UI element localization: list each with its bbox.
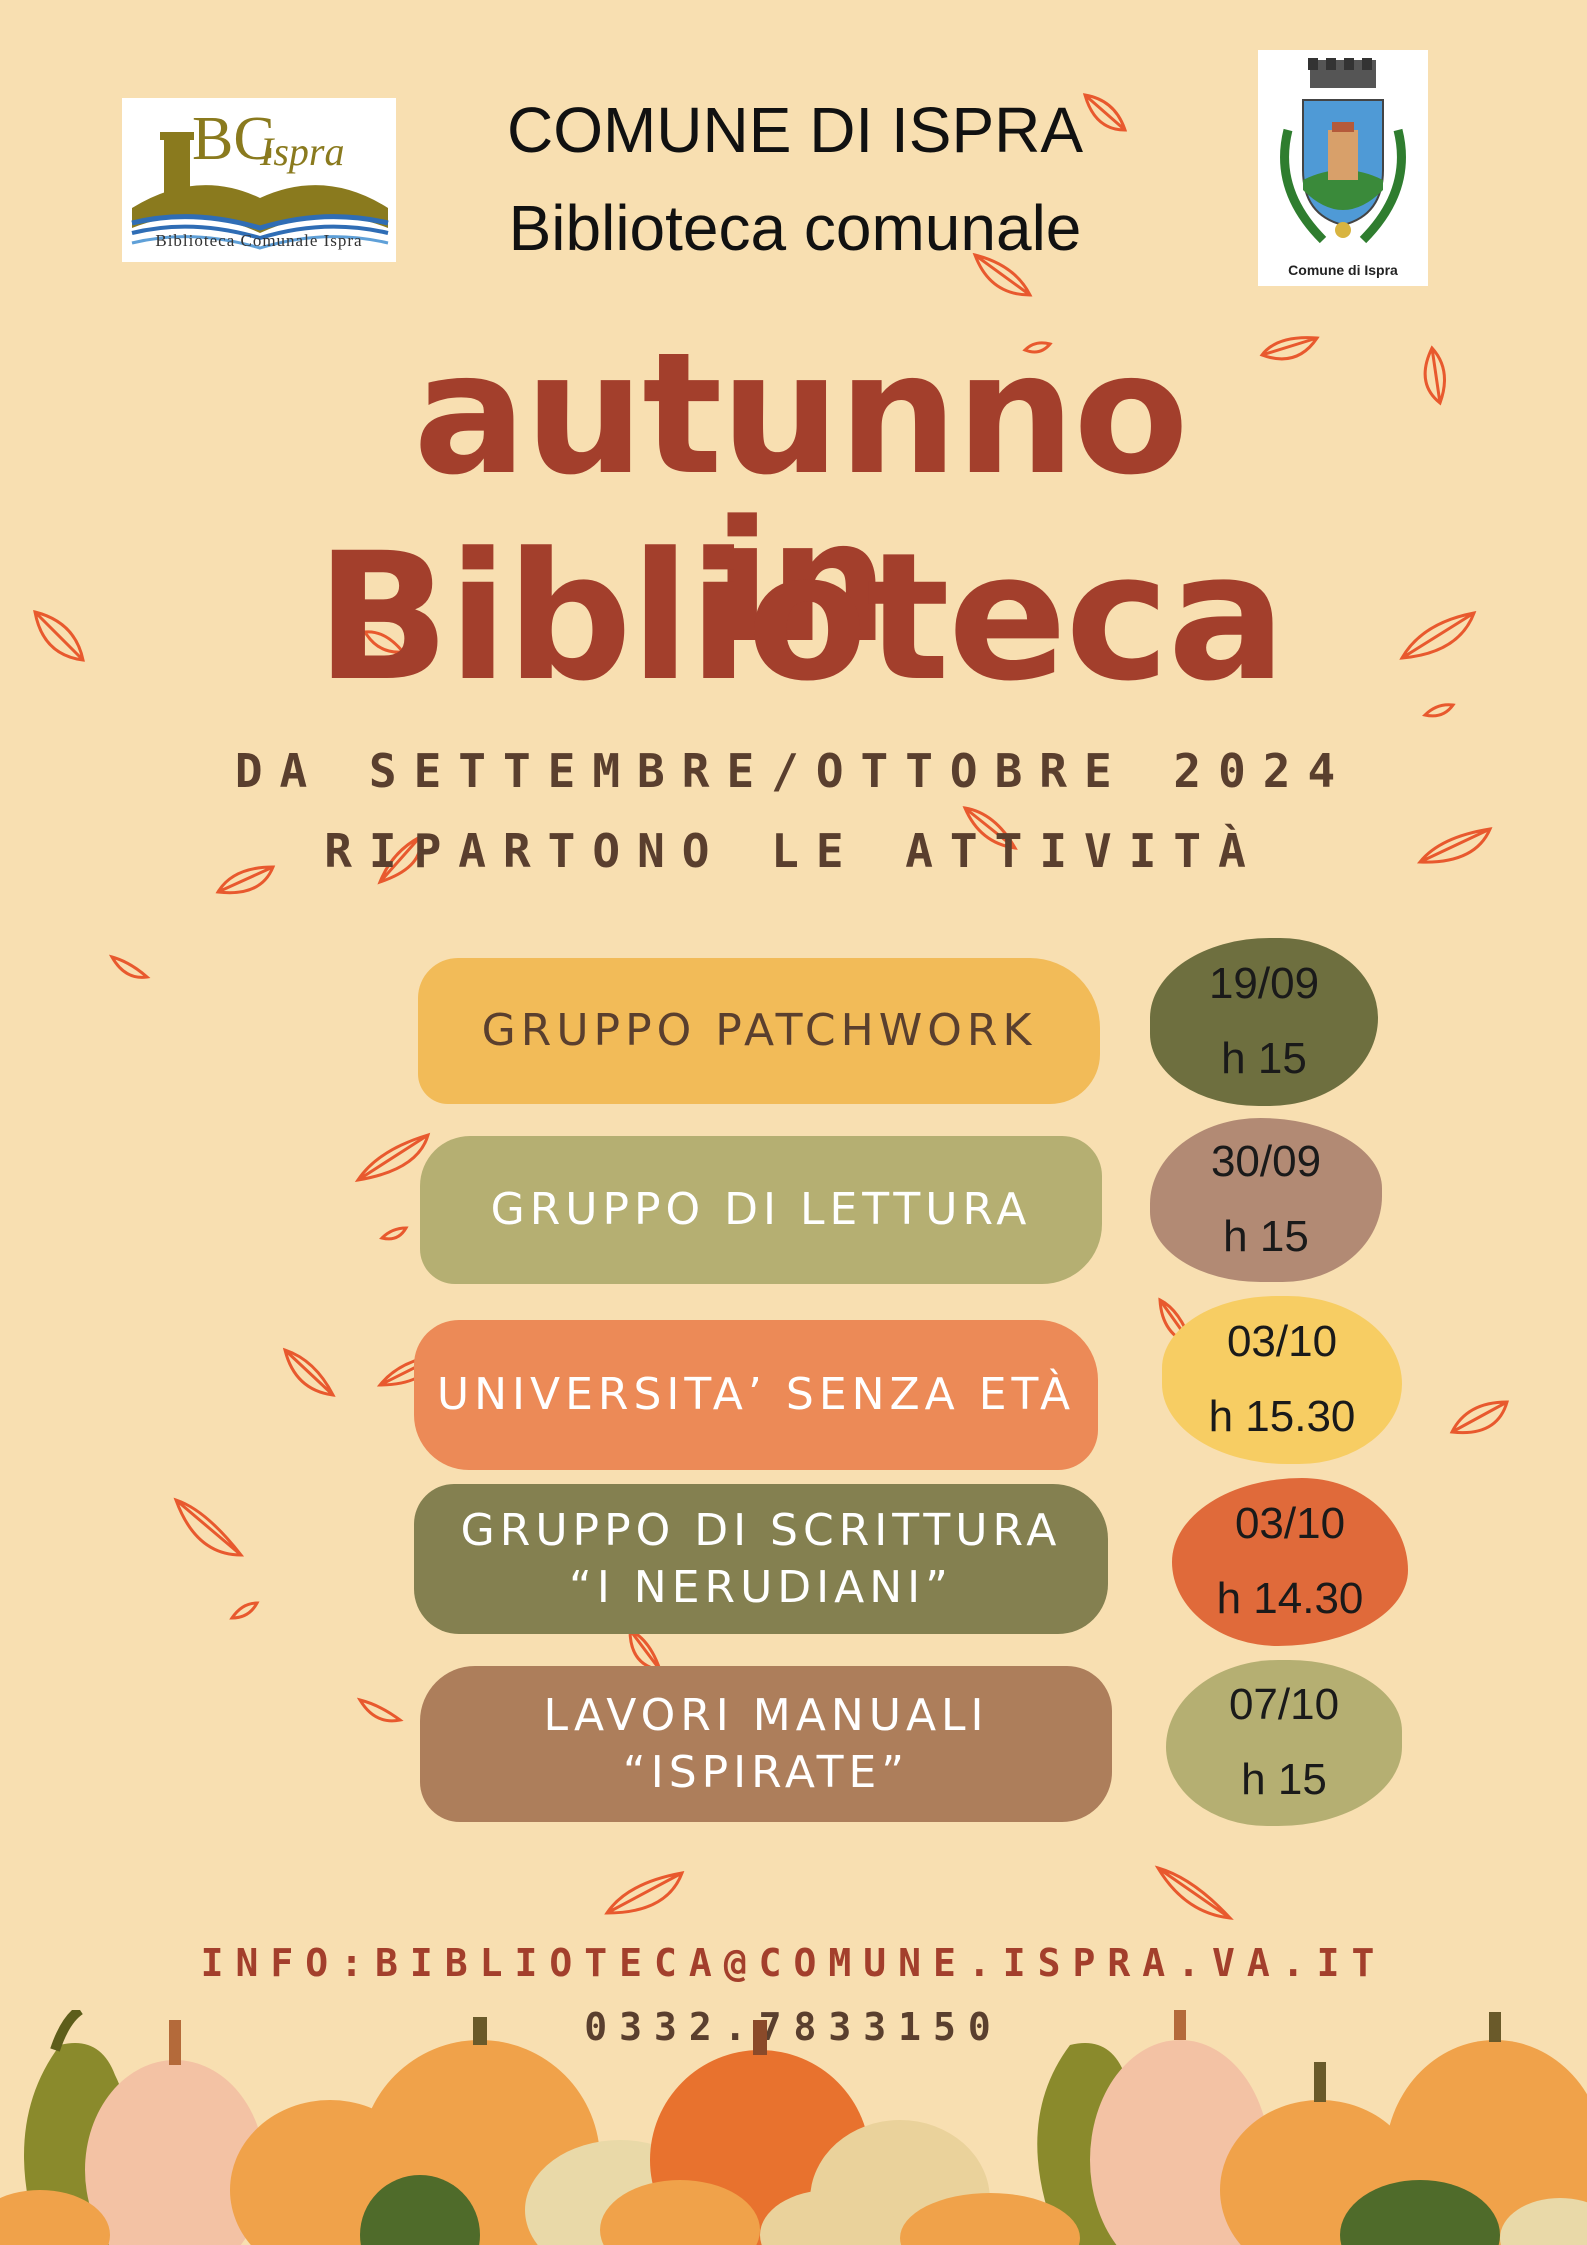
header-library: Biblioteca comunale — [508, 192, 1082, 264]
leaf-icon — [1423, 345, 1446, 406]
date-blob-reading: 30/09 h 15 — [1150, 1118, 1382, 1282]
leaf-icon — [1416, 827, 1493, 864]
leaf-icon — [377, 834, 422, 885]
contact-email: INFO:BIBLIOTECA@COMUNE.ISPRA.VA.IT — [200, 1941, 1387, 1985]
logo-text-bc: BC — [192, 105, 275, 173]
coat-of-arms-caption: Comune di Ispra — [1288, 262, 1398, 278]
date-blob-university: 03/10 h 15.30 — [1162, 1296, 1402, 1464]
leaf-icon — [215, 865, 276, 895]
activity-pill-patchwork: GRUPPO PATCHWORK — [418, 958, 1100, 1104]
activity-time: h 15 — [1221, 1034, 1307, 1083]
leaf-icon — [282, 1347, 336, 1397]
activity-date: 19/09 — [1208, 959, 1320, 1009]
leaf-icon — [1022, 341, 1053, 354]
activity-time: h 14.30 — [1216, 1574, 1364, 1623]
leaf-icon — [604, 1871, 685, 1915]
pumpkins-illustration — [0, 2010, 1587, 2245]
activity-label: “ISPIRATE” — [622, 1747, 910, 1798]
activity-date: 03/10 — [1226, 1317, 1338, 1367]
activity-label: “I NERUDIANI” — [569, 1562, 953, 1613]
activity-date: 30/09 — [1210, 1137, 1322, 1187]
activity-pill-university: UNIVERSITA’ SENZA ETÀ — [414, 1320, 1098, 1470]
activity-time: h 15 — [1223, 1212, 1309, 1261]
subtitle-period: DA SETTEMBRE/OTTOBRE 2024 — [234, 744, 1353, 798]
activity-time: h 15 — [1241, 1755, 1327, 1804]
leaf-icon — [354, 1132, 431, 1183]
date-blob-patchwork: 19/09 h 15 — [1150, 938, 1378, 1106]
contact-phone: 0332.7833150 — [584, 2005, 1003, 2049]
leaf-icon — [33, 609, 85, 662]
header-municipality: COMUNE DI ISPRA — [506, 94, 1084, 166]
activity-pill-writing: GRUPPO DI SCRITTURA “I NERUDIANI” — [414, 1484, 1108, 1634]
subtitle-restart: RIPARTONO LE ATTIVITÀ — [324, 824, 1263, 878]
date-blob-writing: 03/10 h 14.30 — [1172, 1478, 1408, 1646]
activity-label: GRUPPO PATCHWORK — [481, 1005, 1037, 1057]
leaf-icon — [108, 954, 151, 979]
leaf-icon — [362, 630, 406, 654]
leaf-icon — [1154, 1865, 1234, 1920]
leaf-icon — [1082, 93, 1128, 132]
leaf-icon — [962, 806, 1018, 850]
activity-pill-reading: GRUPPO DI LETTURA — [420, 1136, 1102, 1284]
activity-date: 07/10 — [1228, 1680, 1340, 1730]
leaf-icon — [1259, 336, 1320, 361]
leaf-icon — [356, 1697, 404, 1723]
leaf-icon — [972, 252, 1033, 297]
leaf-icon — [173, 1497, 245, 1557]
poster-title-line1: autunno in — [413, 316, 1189, 680]
date-blob-crafts: 07/10 h 15 — [1166, 1660, 1402, 1826]
activity-pill-crafts: LAVORI MANUALI “ISPIRATE” — [420, 1666, 1112, 1822]
leaf-icon — [379, 1226, 409, 1241]
leaf-icon — [628, 1627, 663, 1672]
leaf-icon — [229, 1601, 260, 1620]
activity-label: GRUPPO DI LETTURA — [490, 1184, 1032, 1236]
activity-label: UNIVERSITA’ SENZA ETÀ — [436, 1369, 1076, 1421]
activity-date: 03/10 — [1234, 1499, 1346, 1549]
coat-of-arms-logo: Comune di Ispra — [1258, 50, 1428, 286]
leaf-icon — [1399, 611, 1477, 660]
leaf-icon — [1449, 1400, 1509, 1435]
activity-label: LAVORI MANUALI — [543, 1689, 989, 1741]
activity-time: h 15.30 — [1208, 1392, 1356, 1441]
leaf-icon — [1422, 703, 1456, 718]
library-logo: BC Ispra Biblioteca Comunale Ispra — [122, 98, 396, 262]
activity-label: GRUPPO DI SCRITTURA — [460, 1504, 1062, 1556]
logo-text-ispra: Ispra — [260, 129, 345, 174]
poster-title-line2: Biblioteca — [315, 515, 1287, 720]
logo-caption: Biblioteca Comunale Ispra — [155, 231, 363, 250]
